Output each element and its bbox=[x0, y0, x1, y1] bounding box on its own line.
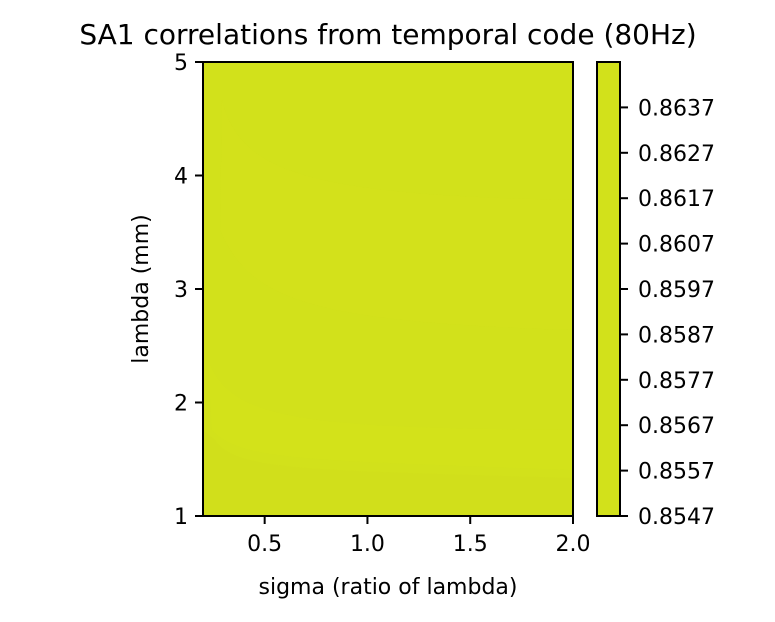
colorbar-tick-label: 0.8637 bbox=[638, 96, 715, 121]
colorbar-tick-label: 0.8567 bbox=[638, 414, 715, 439]
colorbar-tick-label: 0.8597 bbox=[638, 278, 715, 303]
x-axis-label: sigma (ratio of lambda) bbox=[259, 575, 518, 600]
y-tick-label: 3 bbox=[174, 278, 188, 303]
colorbar-tick-label: 0.8557 bbox=[638, 460, 715, 485]
x-tick-label: 1.0 bbox=[350, 532, 385, 557]
heatmap-contour-band bbox=[220, 100, 573, 330]
y-tick-label: 2 bbox=[174, 392, 188, 417]
x-tick-label: 2.0 bbox=[556, 532, 591, 557]
x-tick-label: 1.5 bbox=[453, 532, 488, 557]
y-axis: 1 2 3 4 5 bbox=[174, 51, 203, 530]
colorbar-tick-label: 0.8587 bbox=[638, 323, 715, 348]
y-tick-label: 5 bbox=[174, 51, 188, 76]
colorbar-tick-label: 0.8617 bbox=[638, 187, 715, 212]
y-axis-label: lambda (mm) bbox=[129, 214, 154, 363]
chart-title: SA1 correlations from temporal code (80H… bbox=[79, 18, 696, 51]
colorbar-fill bbox=[597, 62, 620, 516]
x-axis: 0.5 1.0 1.5 2.0 bbox=[247, 516, 591, 557]
colorbar-axis: 0.8547 0.8557 0.8567 0.8577 0.8587 0.8597 0.86… bbox=[620, 96, 715, 530]
colorbar-tick-label: 0.8577 bbox=[638, 369, 715, 394]
heatmap-contour-band bbox=[203, 430, 573, 516]
plot-area: 0.5 1.0 1.5 2.0 1 2 3 4 5 bbox=[174, 51, 591, 557]
colorbar-tick-label: 0.8547 bbox=[638, 505, 715, 530]
y-tick-label: 1 bbox=[174, 505, 188, 530]
colorbar-tick-label: 0.8607 bbox=[638, 233, 715, 258]
heatmap-contour-band bbox=[208, 360, 573, 470]
colorbar: 0.8547 0.8557 0.8567 0.8577 0.8587 0.8597 0.86… bbox=[596, 61, 715, 530]
colorbar-tick-label: 0.8627 bbox=[638, 142, 715, 167]
y-tick-label: 4 bbox=[174, 165, 188, 190]
x-tick-label: 0.5 bbox=[247, 532, 282, 557]
